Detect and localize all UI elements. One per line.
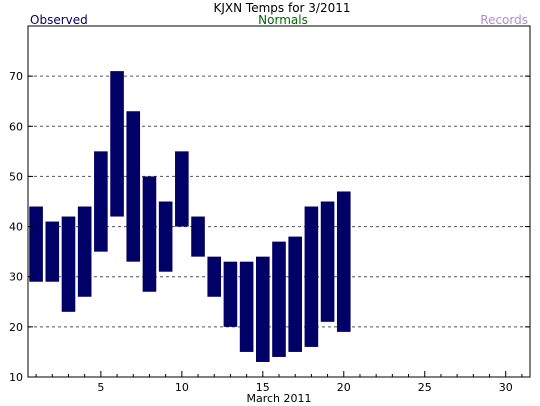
bar-day-11	[191, 216, 205, 257]
bar-day-2	[45, 221, 60, 282]
bar-day-19	[320, 201, 335, 322]
bar-day-3	[61, 216, 76, 312]
x-tick-label-30: 30	[499, 381, 513, 394]
x-tick-label-5: 5	[97, 381, 104, 394]
x-tick-label-25: 25	[418, 381, 432, 394]
bar-day-8	[142, 176, 157, 292]
bar-day-17	[288, 236, 302, 352]
y-tick-label-10: 10	[9, 371, 23, 384]
bar-day-6	[110, 71, 124, 217]
bar-day-5	[94, 151, 108, 252]
x-tick-label-20: 20	[337, 381, 351, 394]
bar-day-9	[158, 201, 173, 272]
bar-day-16	[272, 241, 286, 357]
bars	[29, 71, 351, 362]
y-tick-label-30: 30	[9, 271, 23, 284]
y-axis: 10 20 30 40 50 60 70	[9, 70, 530, 384]
bar-day-7	[126, 111, 141, 262]
legend-observed: Observed	[30, 13, 88, 27]
y-tick-label-60: 60	[9, 120, 23, 133]
bar-day-10	[175, 151, 189, 227]
legend-records: Records	[480, 13, 528, 27]
bar-day-1	[29, 206, 43, 282]
bar-day-18	[304, 206, 319, 347]
bar-day-15	[256, 256, 270, 362]
x-axis: 5 10 15 20 25 30	[35, 371, 523, 394]
chart-title: KJXN Temps for 3/2011	[214, 1, 351, 15]
y-tick-label-50: 50	[9, 170, 23, 183]
bar-day-14	[239, 261, 254, 352]
legend-normals: Normals	[258, 13, 308, 27]
x-axis-label: March 2011	[246, 392, 311, 405]
bar-day-13	[223, 261, 238, 327]
x-tick-label-10: 10	[175, 381, 189, 394]
bar-day-4	[77, 206, 92, 297]
y-tick-label-40: 40	[9, 221, 23, 234]
bar-day-12	[207, 256, 222, 297]
bar-day-20	[336, 191, 351, 332]
y-tick-label-20: 20	[9, 321, 23, 334]
y-tick-label-70: 70	[9, 70, 23, 83]
x-tick-label-15: 15	[256, 381, 270, 394]
